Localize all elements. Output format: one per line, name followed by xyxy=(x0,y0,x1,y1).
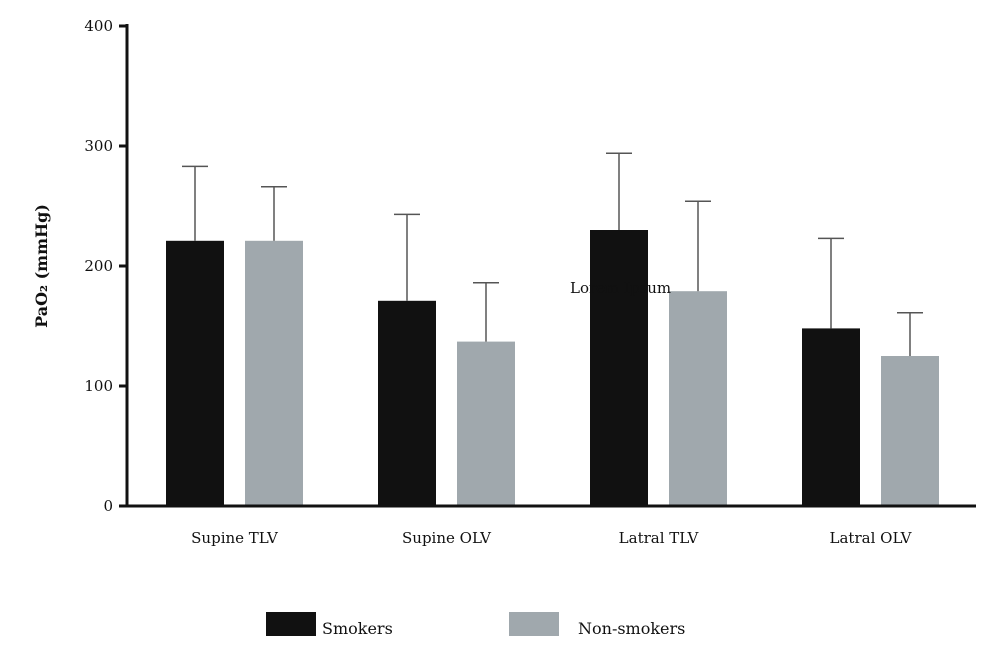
y-tick-label: 300 xyxy=(84,137,113,155)
bar-non-smokers xyxy=(457,341,515,506)
y-axis-ticks: 0 100 200 300 400 xyxy=(84,17,127,515)
x-tick-label: Latral OLV xyxy=(830,529,913,547)
legend-swatch xyxy=(509,612,559,636)
bar-non-smokers xyxy=(881,356,939,506)
y-tick-label: 0 xyxy=(103,497,113,515)
bar-smokers xyxy=(378,300,436,506)
y-tick-label: 200 xyxy=(84,257,113,275)
x-tick-label: Latral TLV xyxy=(619,529,700,547)
y-tick-label: 100 xyxy=(84,377,113,395)
bars xyxy=(166,230,939,507)
x-tick-label: Supine OLV xyxy=(402,529,492,547)
x-axis-tick-labels: Supine TLV Supine OLV Latral TLV Latral OLV xyxy=(191,529,912,547)
legend-label: Non-smokers xyxy=(578,619,685,638)
watermark-text: Lorem Ipsum xyxy=(570,279,671,297)
legend-swatch xyxy=(266,612,316,636)
bar-smokers xyxy=(802,328,860,506)
bar-smokers xyxy=(166,240,224,507)
x-tick-label: Supine TLV xyxy=(191,529,279,547)
bar-smokers xyxy=(590,230,648,506)
y-tick-label: 400 xyxy=(84,17,113,35)
error-bars xyxy=(182,152,923,356)
bar-non-smokers xyxy=(669,291,727,506)
legend: Smokers Non-smokers xyxy=(266,612,685,638)
bar-non-smokers xyxy=(245,240,303,507)
y-axis-label: PaO₂ (mmHg) xyxy=(32,204,51,328)
legend-label: Smokers xyxy=(322,619,393,638)
